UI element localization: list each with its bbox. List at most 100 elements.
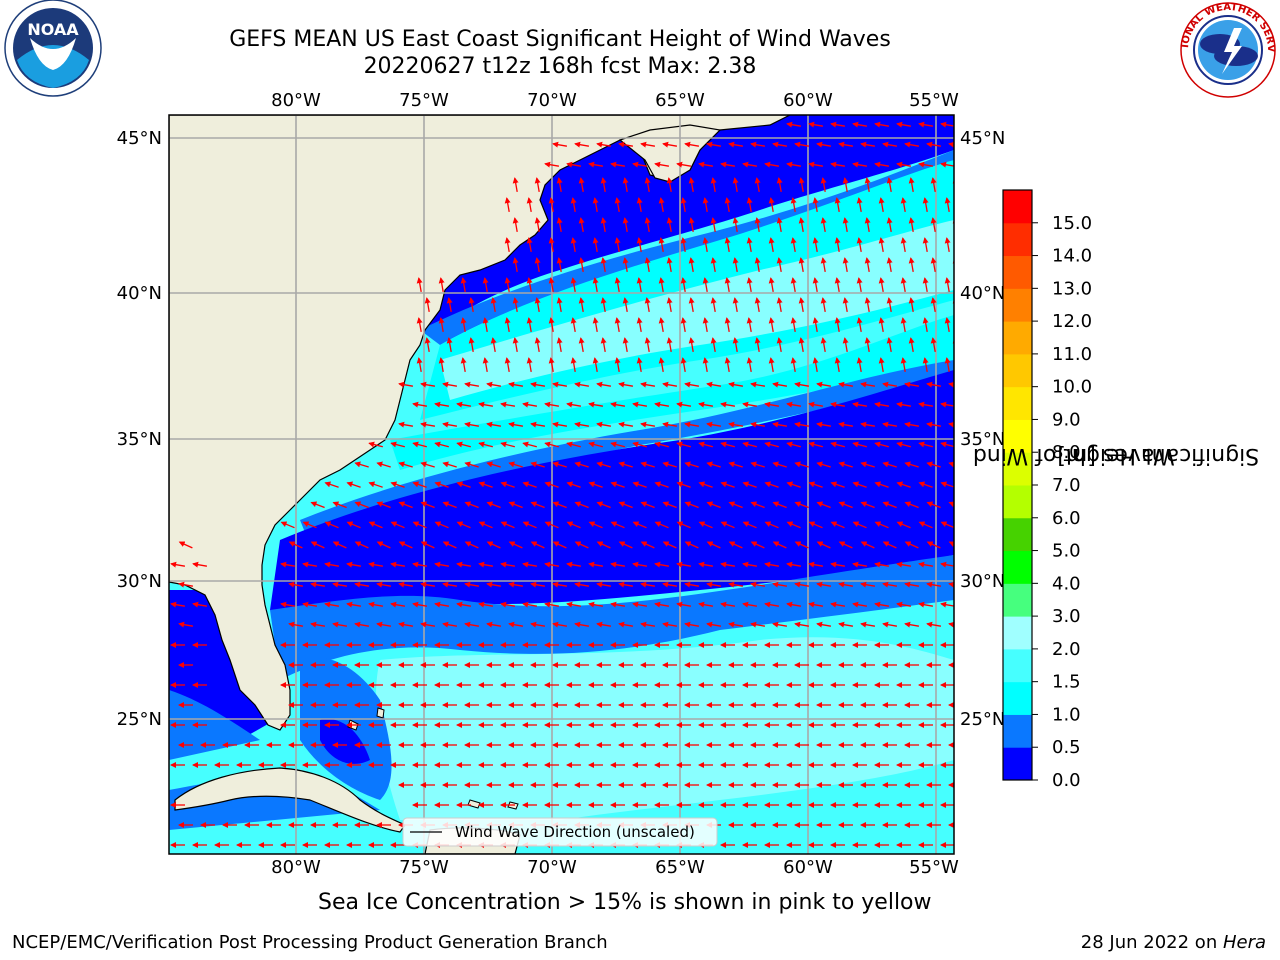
wave-direction-arrow bbox=[566, 601, 582, 608]
wave-direction-arrow bbox=[698, 601, 714, 608]
wave-direction-arrow bbox=[346, 561, 362, 568]
wave-direction-arrow bbox=[566, 481, 581, 488]
wave-direction-arrow bbox=[772, 141, 788, 148]
wave-direction-arrow bbox=[662, 381, 678, 388]
wave-direction-arrow bbox=[570, 197, 577, 213]
wave-direction-arrow bbox=[622, 177, 629, 193]
wave-direction-arrow bbox=[552, 621, 568, 628]
colorbar-tick-label: 8.0 bbox=[1052, 442, 1081, 463]
wave-direction-arrow bbox=[438, 277, 445, 293]
wave-direction-arrow bbox=[786, 561, 802, 568]
wave-direction-arrow bbox=[720, 481, 735, 488]
wave-direction-arrow bbox=[666, 257, 673, 273]
wave-direction-arrow bbox=[798, 217, 805, 233]
wave-direction-arrow bbox=[746, 317, 753, 333]
wave-direction-arrow bbox=[544, 401, 560, 408]
wave-direction-arrow bbox=[500, 481, 515, 488]
wave-direction-arrow bbox=[772, 461, 787, 468]
wave-direction-arrow bbox=[702, 237, 709, 253]
wave-direction-arrow bbox=[944, 277, 951, 293]
wave-direction-arrow bbox=[596, 501, 611, 509]
wave-direction-arrow bbox=[490, 297, 497, 313]
wave-direction-arrow bbox=[684, 381, 700, 388]
noaa-logo: NOAA bbox=[4, 0, 102, 97]
wave-direction-arrow bbox=[632, 521, 647, 529]
wave-direction-arrow bbox=[610, 521, 625, 529]
wave-direction-arrow bbox=[926, 501, 941, 509]
wave-direction-arrow bbox=[570, 277, 577, 293]
wave-direction-arrow bbox=[434, 521, 449, 529]
wave-direction-arrow bbox=[728, 621, 744, 628]
wave-direction-arrow bbox=[786, 481, 801, 488]
colorbar-tick-label: 10.0 bbox=[1052, 377, 1092, 398]
wave-direction-arrow bbox=[644, 217, 651, 233]
wave-direction-arrow bbox=[456, 601, 472, 608]
wave-direction-arrow bbox=[596, 141, 612, 148]
wave-direction-arrow bbox=[688, 337, 695, 353]
wave-direction-arrow bbox=[838, 461, 853, 468]
wave-direction-arrow bbox=[640, 421, 656, 428]
wave-direction-arrow bbox=[592, 277, 599, 293]
wave-direction-arrow bbox=[794, 501, 809, 509]
footer-date: 28 Jun 2022 on Hera bbox=[1081, 932, 1266, 953]
wave-direction-arrow bbox=[178, 541, 193, 549]
wave-direction-arrow bbox=[746, 277, 753, 293]
wave-direction-arrow bbox=[676, 401, 692, 408]
wave-direction-arrow bbox=[830, 441, 845, 448]
wave-direction-arrow bbox=[578, 257, 585, 273]
wave-direction-arrow bbox=[764, 561, 780, 568]
wave-direction-arrow bbox=[952, 257, 954, 264]
wave-direction-arrow bbox=[680, 197, 687, 213]
wave-direction-arrow bbox=[808, 481, 823, 488]
wave-direction-arrow bbox=[332, 541, 347, 549]
wave-direction-arrow bbox=[702, 197, 709, 213]
wave-direction-arrow bbox=[456, 521, 471, 529]
wave-direction-arrow bbox=[746, 197, 753, 213]
wave-direction-arrow bbox=[310, 581, 326, 588]
wave-direction-arrow bbox=[830, 521, 845, 529]
wave-direction-arrow bbox=[280, 601, 296, 608]
wind-wave-direction-arrows bbox=[170, 121, 954, 848]
wave-direction-arrow bbox=[874, 161, 890, 168]
wave-direction-arrow bbox=[860, 501, 875, 509]
wave-direction-arrow bbox=[754, 257, 761, 273]
wave-direction-arrow bbox=[790, 197, 797, 213]
wave-direction-arrow bbox=[442, 421, 458, 428]
wave-direction-arrow bbox=[530, 541, 545, 549]
wave-direction-arrow bbox=[592, 237, 599, 253]
wave-direction-arrow bbox=[662, 621, 678, 628]
wave-direction-arrow bbox=[522, 401, 538, 408]
wave-direction-arrow bbox=[570, 237, 577, 253]
wave-direction-arrow bbox=[904, 141, 920, 148]
wave-direction-arrow bbox=[636, 357, 643, 373]
wave-direction-arrow bbox=[940, 521, 954, 529]
wave-direction-arrow bbox=[390, 521, 405, 529]
wave-direction-arrow bbox=[940, 601, 954, 608]
wave-direction-arrow bbox=[412, 481, 427, 488]
wave-direction-arrow bbox=[658, 357, 665, 373]
wave-direction-arrow bbox=[588, 521, 603, 529]
wave-direction-arrow bbox=[922, 357, 929, 373]
wave-direction-arrow bbox=[512, 297, 519, 313]
wave-direction-arrow bbox=[482, 357, 489, 373]
wave-direction-arrow bbox=[324, 521, 339, 529]
wave-direction-arrow bbox=[702, 357, 709, 373]
wave-direction-arrow bbox=[552, 381, 568, 388]
wave-direction-arrow bbox=[500, 601, 516, 608]
wave-direction-arrow bbox=[742, 441, 757, 448]
wave-direction-arrow bbox=[940, 161, 954, 168]
lat-label-left: 45°N bbox=[117, 128, 162, 149]
wave-direction-arrow bbox=[676, 601, 692, 608]
wave-direction-arrow bbox=[618, 381, 634, 388]
wave-direction-arrow bbox=[614, 357, 621, 373]
wave-direction-arrow bbox=[728, 461, 743, 468]
wave-direction-arrow bbox=[860, 141, 876, 148]
wave-direction-arrow bbox=[460, 357, 467, 373]
wave-direction-arrow bbox=[610, 561, 626, 568]
wave-direction-arrow bbox=[588, 161, 604, 168]
wave-direction-arrow bbox=[922, 197, 929, 213]
wave-direction-arrow bbox=[948, 541, 954, 547]
wave-direction-arrow bbox=[610, 601, 626, 608]
wave-direction-arrow bbox=[720, 441, 735, 448]
wave-direction-arrow bbox=[556, 217, 563, 233]
